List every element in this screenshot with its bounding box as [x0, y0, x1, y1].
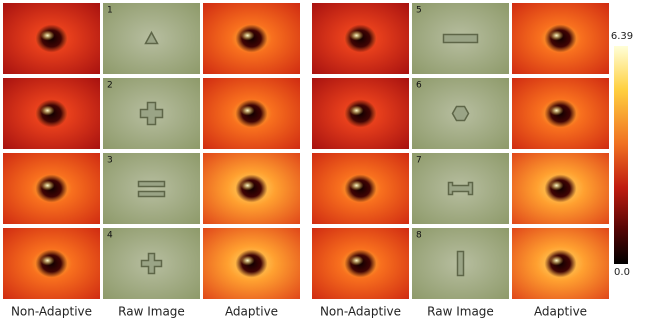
column-label: Non-Adaptive — [320, 305, 401, 319]
heatmap — [312, 3, 409, 74]
heatmap — [512, 78, 609, 149]
object-outline — [458, 252, 464, 276]
hot-spot — [550, 181, 564, 191]
hot-spot — [350, 181, 364, 191]
column-label: Non-Adaptive — [11, 305, 92, 319]
heatmap — [312, 228, 409, 299]
raw-image: 1 — [103, 3, 200, 74]
colorbar — [614, 46, 628, 264]
figure: 6.39 0.0 1 2 3 4 Non-Adaptive Raw Image Adapti… — [0, 0, 647, 324]
heatmap — [3, 3, 100, 74]
object-outline — [453, 107, 469, 121]
heatmap — [203, 3, 300, 74]
hot-spot — [350, 31, 364, 41]
colorbar-max: 6.39 — [611, 31, 633, 42]
hot-spot — [241, 31, 255, 41]
hot-spot — [550, 256, 564, 266]
hot-spot — [41, 106, 55, 116]
column-label: Adaptive — [534, 305, 587, 319]
heatmap — [512, 3, 609, 74]
raw-image: 2 — [103, 78, 200, 149]
colorbar-min: 0.0 — [614, 267, 630, 278]
raw-image: 3 — [103, 153, 200, 224]
raw-image: 8 — [412, 228, 509, 299]
image-number: 7 — [416, 156, 422, 166]
hot-spot — [550, 31, 564, 41]
hot-spot — [350, 256, 364, 266]
page: 6.39 0.0 1 2 3 4 Non-Adaptive Raw Image Adapti… — [0, 0, 647, 324]
object-outline — [444, 35, 478, 43]
raw-image: 6 — [412, 78, 509, 149]
raw-image: 7 — [412, 153, 509, 224]
hot-spot — [241, 256, 255, 266]
heatmap — [203, 153, 300, 224]
heatmap — [203, 228, 300, 299]
raw-background — [103, 153, 200, 224]
heatmap — [312, 153, 409, 224]
image-number: 3 — [107, 156, 113, 166]
heatmap — [203, 78, 300, 149]
hot-spot — [350, 106, 364, 116]
column-label: Raw Image — [427, 305, 494, 319]
heatmap — [512, 228, 609, 299]
hot-spot — [41, 256, 55, 266]
hot-spot — [550, 106, 564, 116]
column-label: Adaptive — [225, 305, 278, 319]
hot-spot — [41, 181, 55, 191]
heatmap — [512, 153, 609, 224]
heatmap — [3, 78, 100, 149]
image-number: 4 — [107, 231, 113, 241]
image-number: 2 — [107, 81, 113, 91]
image-number: 1 — [107, 6, 113, 16]
raw-image: 5 — [412, 3, 509, 74]
image-number: 8 — [416, 231, 422, 241]
hot-spot — [241, 181, 255, 191]
raw-image: 4 — [103, 228, 200, 299]
image-number: 5 — [416, 6, 422, 16]
image-number: 6 — [416, 81, 422, 91]
heatmap — [312, 78, 409, 149]
heatmap — [3, 153, 100, 224]
hot-spot — [241, 106, 255, 116]
hot-spot — [41, 31, 55, 41]
column-label: Raw Image — [118, 305, 185, 319]
heatmap — [3, 228, 100, 299]
